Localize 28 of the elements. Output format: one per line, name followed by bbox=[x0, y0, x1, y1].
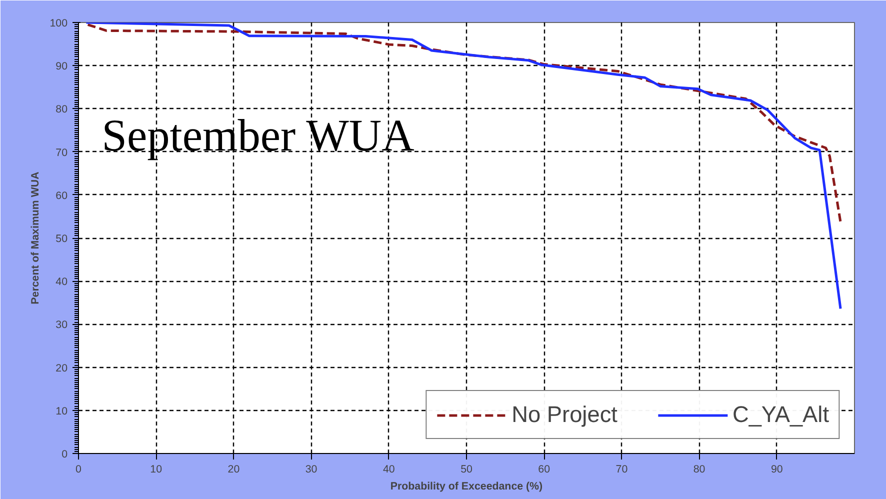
y-axis-title: Percent of Maximum WUA bbox=[30, 171, 42, 304]
x-tick-label: 0 bbox=[76, 464, 82, 476]
line-series bbox=[86, 23, 842, 224]
x-tick-label: 60 bbox=[538, 464, 550, 476]
y-tick-label: 80 bbox=[56, 104, 68, 116]
x-tick-label: 20 bbox=[228, 464, 240, 476]
y-tick-label: 40 bbox=[56, 276, 68, 288]
x-tick-label: 90 bbox=[770, 464, 783, 476]
y-tick-label: 30 bbox=[56, 319, 68, 332]
y-tick-label: 10 bbox=[56, 405, 68, 418]
y-tick-label: 0 bbox=[62, 448, 68, 460]
x-axis-title: Probability of Exceedance (%) bbox=[390, 480, 544, 492]
text: September WUA bbox=[102, 110, 415, 160]
y-tick-label: 100 bbox=[50, 18, 68, 30]
y-tick-label: 50 bbox=[56, 233, 68, 245]
y-tick-label: 90 bbox=[56, 60, 68, 73]
y-tick-label: 60 bbox=[56, 190, 68, 202]
x-tick-label: 50 bbox=[460, 464, 472, 476]
line-series bbox=[85, 22, 842, 310]
legend-label: No Project bbox=[512, 401, 618, 428]
x-tick-label: 80 bbox=[693, 464, 706, 476]
x-tick-label: 30 bbox=[305, 464, 318, 476]
y-tick-label: 20 bbox=[56, 362, 68, 374]
y-tick-label: 70 bbox=[56, 146, 68, 159]
x-tick-label: 70 bbox=[616, 464, 628, 476]
x-tick-label: 10 bbox=[150, 464, 162, 476]
legend-label: C_YA_Alt bbox=[732, 401, 829, 428]
x-tick-label: 40 bbox=[382, 464, 395, 476]
